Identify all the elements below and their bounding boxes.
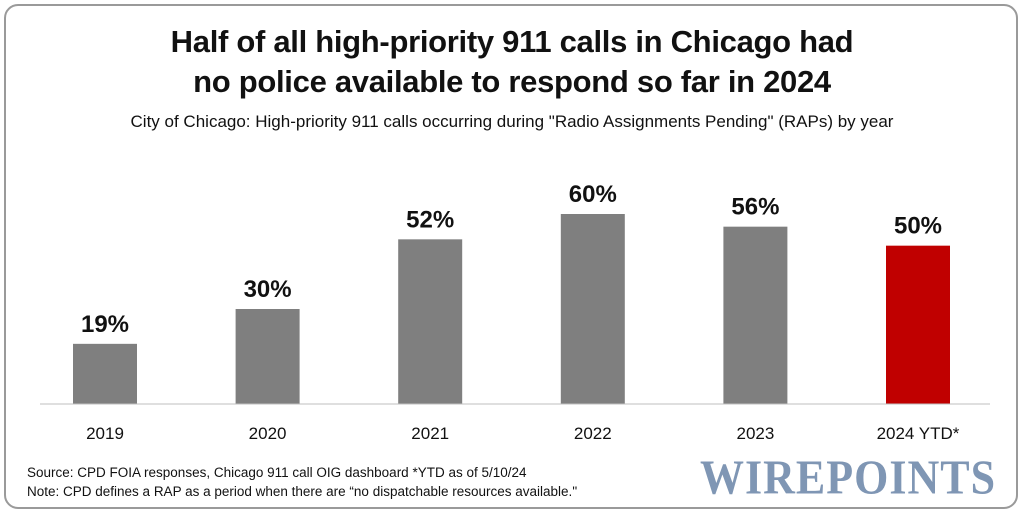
source-note: Source: CPD FOIA responses, Chicago 911 …	[27, 465, 527, 480]
bar-5	[886, 245, 950, 404]
x-tick-label-0: 2019	[86, 424, 124, 443]
chart-card	[4, 4, 1018, 509]
x-tick-label-1: 2020	[249, 424, 287, 443]
footer-notes: Source: CPD FOIA responses, Chicago 911 …	[27, 463, 577, 501]
title-line-1: Half of all high-priority 911 calls in C…	[170, 24, 854, 59]
data-label-2: 52%	[406, 206, 454, 233]
wirepoints-logo: WIREPOINTS	[700, 450, 997, 505]
definition-note: Note: CPD defines a RAP as a period when…	[27, 484, 578, 499]
bar-1	[235, 309, 300, 404]
data-label-3: 60%	[569, 181, 617, 208]
data-label-5: 50%	[894, 213, 942, 240]
bar-4	[723, 226, 788, 404]
x-tick-label-4: 2023	[736, 424, 774, 443]
x-tick-label-2: 2021	[411, 424, 449, 443]
data-label-4: 56%	[731, 194, 779, 221]
chart-title: Half of all high-priority 911 calls in C…	[0, 22, 1024, 102]
title-line-2: no police available to respond so far in…	[193, 64, 831, 99]
x-tick-label-3: 2022	[574, 424, 612, 443]
bar-0	[73, 343, 137, 404]
x-tick-label-5: 2024 YTD*	[877, 424, 960, 443]
bar-3	[560, 214, 625, 404]
bar-2	[398, 239, 463, 404]
data-label-1: 30%	[244, 276, 292, 303]
data-label-0: 19%	[81, 311, 129, 338]
chart-subtitle: City of Chicago: High-priority 911 calls…	[130, 112, 894, 131]
